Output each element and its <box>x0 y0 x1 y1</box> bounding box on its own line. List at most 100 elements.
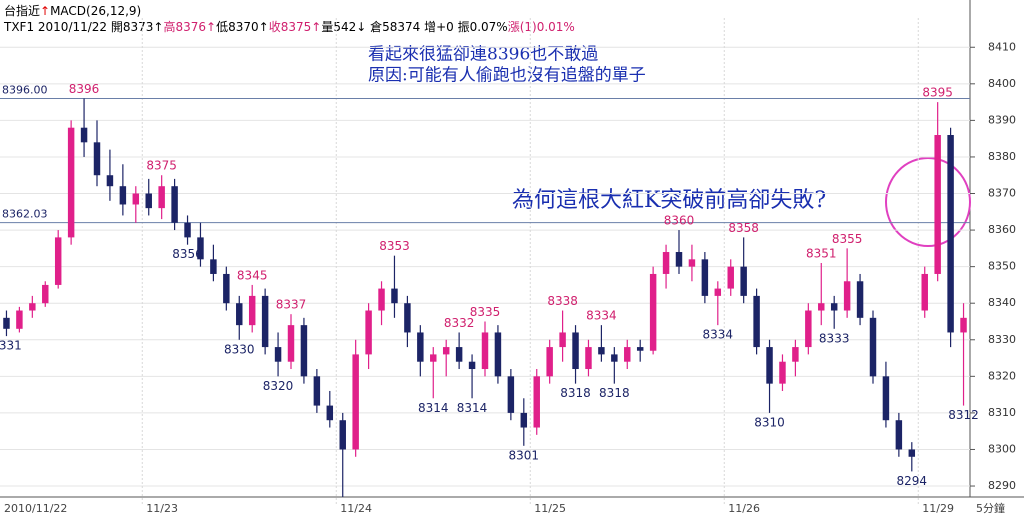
header-segment: TXF1 2010/11/22 開8373↑ <box>3 20 163 34</box>
low-label: 8294 <box>897 474 928 488</box>
candle-body <box>921 273 928 311</box>
candle-body <box>16 310 23 329</box>
candle-body <box>585 347 592 370</box>
y-tick-label: 8330 <box>988 333 1016 346</box>
candle-body <box>960 317 967 333</box>
candle-body <box>843 281 851 311</box>
candle-body <box>417 332 424 362</box>
candle-body <box>675 252 683 267</box>
candle-body <box>80 127 88 143</box>
low-label: 8333 <box>819 331 850 345</box>
candle-body <box>313 376 321 406</box>
candle-body <box>274 347 282 362</box>
annotation: 為何這根大紅K突破前高卻失敗? <box>512 188 826 213</box>
candle-body <box>132 193 140 205</box>
candle-body <box>624 347 631 362</box>
candle-body <box>29 303 36 311</box>
low-label: 8318 <box>599 386 630 400</box>
header-segment: 收8375↑ <box>269 20 322 34</box>
high-label: 8395 <box>922 86 953 100</box>
candle-body <box>197 237 204 260</box>
header-segment: 台指近 <box>4 3 40 18</box>
candle-body <box>895 420 903 450</box>
candle-body <box>805 310 812 348</box>
candle-body <box>365 310 372 355</box>
high-label: 8338 <box>547 294 578 308</box>
low-label: 8318 <box>560 386 591 400</box>
candle-body <box>701 259 709 296</box>
candle-body <box>352 354 359 450</box>
candle-body <box>223 273 230 304</box>
low-label: 8320 <box>263 379 294 393</box>
header-segment: MACD(26,12,9) <box>50 4 141 18</box>
header-segment: 漲(1)0.01% <box>508 20 575 34</box>
candle-body <box>326 405 334 421</box>
high-label: 8334 <box>586 309 617 323</box>
header-text: TXF1 2010/11/22 開8373↑高8376↑低8370↑收8375↑… <box>3 19 575 34</box>
high-label: 8396 <box>69 82 100 96</box>
candle-body <box>520 412 528 428</box>
high-label: 8355 <box>832 232 863 246</box>
reference-label: 8362.03 <box>2 208 48 221</box>
y-tick-label: 8390 <box>988 113 1016 126</box>
candle-body <box>339 420 346 450</box>
candle-body <box>740 266 747 296</box>
x-tick-label: 11/26 <box>728 502 760 515</box>
candle-body <box>908 449 916 457</box>
candle-body <box>830 303 838 311</box>
candle-body <box>714 288 722 296</box>
candle-body <box>42 284 49 304</box>
candle-body <box>378 288 385 311</box>
candle-body <box>947 135 954 333</box>
high-label: 8358 <box>728 221 759 235</box>
candle-body <box>753 295 760 348</box>
reference-label: 8396.00 <box>2 83 48 96</box>
candle-body <box>106 175 114 187</box>
candle-body <box>818 303 825 311</box>
low-label: 8312 <box>948 408 979 422</box>
candle-body <box>3 317 10 329</box>
period-label: 5分鐘 <box>976 501 1005 515</box>
y-tick-label: 8300 <box>988 442 1016 455</box>
y-tick-label: 8370 <box>988 187 1016 200</box>
high-label: 8375 <box>146 159 177 173</box>
candle-body <box>236 303 243 326</box>
high-label: 8360 <box>664 214 695 228</box>
candle-body <box>636 347 644 351</box>
candle-body <box>391 288 398 304</box>
y-tick-label: 8380 <box>988 150 1016 163</box>
candle-body <box>442 347 450 355</box>
candle-body <box>300 325 308 377</box>
low-label: 8330 <box>224 342 255 356</box>
candle-body <box>766 347 773 384</box>
low-label: 8356 <box>172 247 203 261</box>
low-label: 8314 <box>457 401 488 415</box>
candle-body <box>869 317 877 377</box>
candle-body <box>572 332 579 370</box>
candle-body <box>430 354 437 362</box>
candle-body <box>598 347 605 355</box>
candle-body <box>792 347 799 362</box>
candle-body <box>210 259 217 274</box>
candle-body <box>559 332 566 348</box>
candle-body <box>184 222 191 238</box>
x-tick-label: 2010/11/22 <box>4 502 67 515</box>
low-label: 8310 <box>754 415 785 429</box>
x-tick-label: 11/25 <box>534 502 566 515</box>
header-segment: 高8376↑ <box>163 19 216 34</box>
candle-body <box>67 127 75 238</box>
candle-body <box>287 325 295 362</box>
candle-body <box>649 273 657 351</box>
header-segment: ↑ <box>40 4 50 18</box>
candle-body <box>93 142 101 176</box>
candle-body <box>882 376 890 421</box>
candle-body <box>507 376 515 413</box>
candle-body <box>662 252 670 274</box>
header-line1: 台指近↑MACD(26,12,9) <box>4 3 141 18</box>
y-tick-label: 8410 <box>988 40 1016 53</box>
candle-body <box>688 259 696 267</box>
high-label: 8345 <box>237 268 268 282</box>
candle-body <box>546 347 553 377</box>
y-tick-label: 8310 <box>988 406 1016 419</box>
